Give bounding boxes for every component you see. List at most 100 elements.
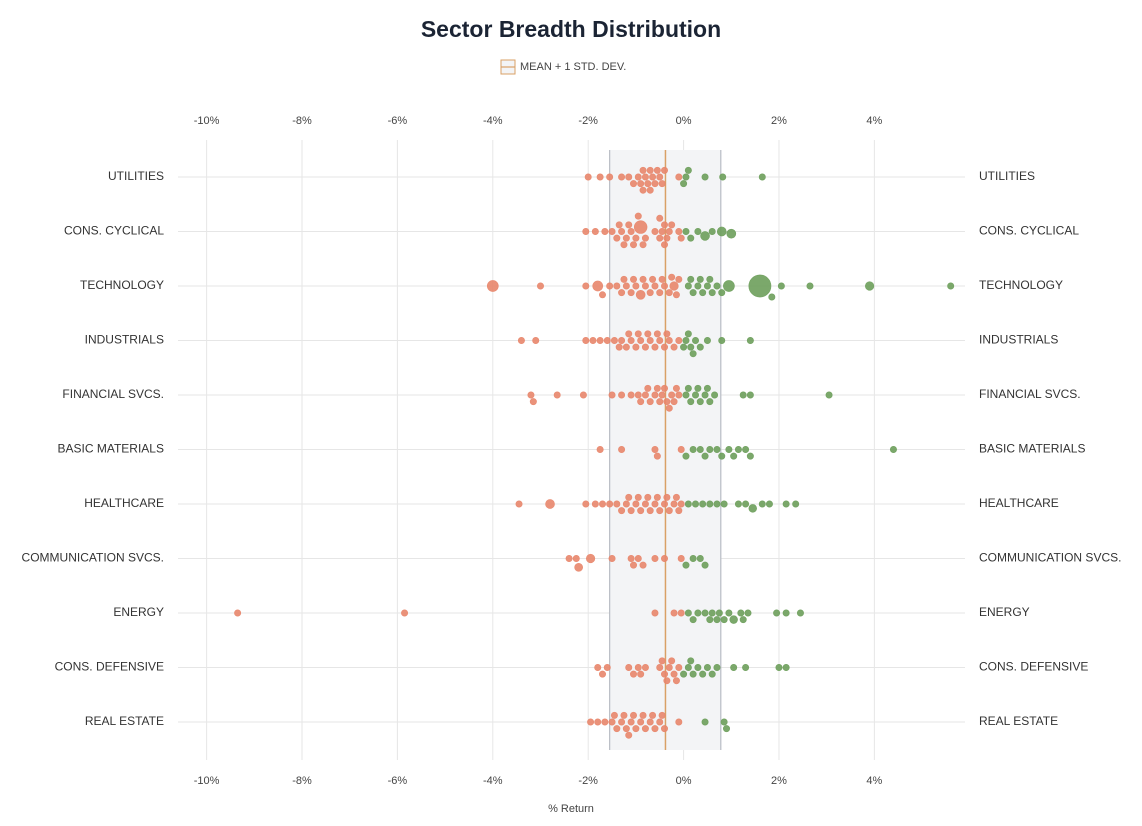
point bbox=[734, 445, 742, 453]
point bbox=[613, 234, 621, 242]
row-label-left: ENERGY bbox=[113, 605, 164, 619]
point bbox=[684, 500, 692, 508]
point bbox=[656, 234, 664, 242]
point bbox=[646, 166, 654, 174]
point bbox=[694, 663, 702, 671]
point bbox=[694, 609, 702, 617]
point bbox=[565, 554, 573, 562]
point bbox=[651, 391, 659, 399]
point bbox=[663, 330, 671, 338]
point bbox=[656, 718, 664, 726]
point bbox=[746, 452, 754, 460]
point bbox=[715, 609, 723, 617]
point bbox=[746, 336, 754, 344]
point bbox=[670, 398, 678, 406]
point bbox=[758, 173, 766, 181]
point bbox=[720, 500, 728, 508]
point bbox=[792, 500, 800, 508]
point bbox=[622, 282, 630, 290]
point bbox=[634, 663, 642, 671]
point bbox=[608, 228, 616, 236]
point bbox=[706, 500, 714, 508]
point bbox=[773, 609, 781, 617]
point bbox=[708, 228, 716, 236]
point bbox=[680, 670, 688, 678]
point bbox=[653, 384, 661, 392]
point bbox=[649, 275, 657, 283]
point bbox=[665, 507, 673, 515]
point bbox=[618, 289, 626, 297]
point bbox=[646, 186, 654, 194]
point bbox=[587, 718, 595, 726]
point bbox=[689, 554, 697, 562]
point bbox=[782, 663, 790, 671]
point bbox=[618, 507, 626, 515]
point bbox=[630, 180, 638, 188]
point bbox=[692, 336, 700, 344]
point bbox=[656, 507, 664, 515]
point bbox=[401, 609, 409, 617]
point bbox=[618, 445, 626, 453]
point bbox=[606, 282, 614, 290]
row-label-left: HEALTHCARE bbox=[84, 496, 164, 510]
point bbox=[665, 336, 673, 344]
point bbox=[646, 336, 654, 344]
point bbox=[596, 445, 604, 453]
point bbox=[545, 499, 555, 509]
row-label-right: TECHNOLOGY bbox=[979, 278, 1063, 292]
point bbox=[699, 500, 707, 508]
point bbox=[661, 384, 669, 392]
point bbox=[653, 330, 661, 338]
point bbox=[682, 391, 690, 399]
point bbox=[684, 330, 692, 338]
point bbox=[584, 173, 592, 181]
point bbox=[599, 291, 607, 299]
point bbox=[574, 562, 584, 572]
x-tick-label-top: -10% bbox=[194, 115, 220, 127]
point bbox=[665, 228, 673, 236]
point bbox=[947, 282, 955, 290]
point bbox=[689, 289, 697, 297]
row-label-right: COMMUNICATION SVCS. bbox=[979, 551, 1121, 565]
point bbox=[661, 500, 669, 508]
point bbox=[641, 500, 649, 508]
point bbox=[661, 343, 669, 351]
point bbox=[613, 725, 621, 733]
point bbox=[663, 398, 671, 406]
point bbox=[596, 173, 604, 181]
point bbox=[599, 670, 607, 678]
point bbox=[682, 228, 690, 236]
point bbox=[670, 500, 678, 508]
point bbox=[669, 281, 679, 291]
point bbox=[649, 173, 657, 181]
point bbox=[675, 336, 683, 344]
point bbox=[718, 452, 726, 460]
point bbox=[644, 180, 652, 188]
point bbox=[661, 166, 669, 174]
point bbox=[641, 173, 649, 181]
point bbox=[582, 282, 590, 290]
point bbox=[594, 718, 602, 726]
point bbox=[591, 228, 599, 236]
point bbox=[649, 711, 657, 719]
point bbox=[694, 384, 702, 392]
point bbox=[613, 500, 621, 508]
point bbox=[656, 173, 664, 181]
x-tick-label-bottom: -8% bbox=[292, 775, 312, 787]
point bbox=[758, 500, 766, 508]
point bbox=[700, 231, 710, 241]
point bbox=[670, 670, 678, 678]
point bbox=[632, 234, 640, 242]
point bbox=[656, 289, 664, 297]
point bbox=[627, 336, 635, 344]
point bbox=[680, 180, 688, 188]
x-tick-label-top: -8% bbox=[292, 115, 312, 127]
point bbox=[684, 609, 692, 617]
x-tick-label-bottom: 4% bbox=[866, 775, 882, 787]
point bbox=[610, 711, 618, 719]
point bbox=[613, 282, 621, 290]
point bbox=[665, 663, 673, 671]
point bbox=[665, 404, 673, 412]
point bbox=[713, 445, 721, 453]
point bbox=[234, 609, 242, 617]
